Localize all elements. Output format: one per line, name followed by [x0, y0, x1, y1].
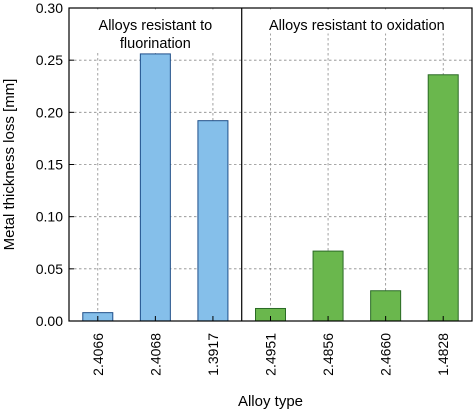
x-tick-label: 2.4660 [378, 333, 394, 376]
y-tick-label: 0.00 [36, 313, 63, 329]
group-label: fluorination [120, 36, 191, 52]
bar-1.4828 [427, 74, 459, 322]
y-tick-label: 0.15 [36, 157, 63, 173]
group-label: Alloys resistant to oxidation [269, 18, 445, 34]
bar-2.4660 [370, 290, 402, 322]
y-axis-label: Metal thickness loss [mm] [1, 79, 18, 251]
grid-lines [69, 8, 472, 321]
x-tick-label: 2.4951 [263, 333, 279, 376]
group-label-bg [70, 9, 241, 52]
x-tick-label: 1.3917 [205, 333, 221, 376]
group-annotations: Alloys resistant to fluorination Alloys re… [70, 9, 471, 52]
x-tick-label: 2.4066 [90, 333, 106, 376]
y-tick-label: 0.05 [36, 261, 63, 277]
bar-1.3917 [197, 120, 229, 322]
x-tick-label: 2.4068 [147, 333, 163, 376]
bars [82, 53, 459, 322]
group-label-bg [243, 9, 471, 34]
y-tick-label: 0.30 [36, 0, 63, 16]
y-tick-label: 0.25 [36, 52, 63, 68]
y-axis-ticks: 0.00 0.05 0.10 0.15 0.20 0.25 0.30 [36, 0, 74, 329]
x-tick-label: 1.4828 [435, 333, 451, 376]
y-tick-label: 0.20 [36, 104, 63, 120]
bar-2.4068 [139, 53, 171, 322]
x-axis-ticks: 2.4066 2.4068 1.3917 2.4951 2.4856 2.4660 1.48… [90, 316, 451, 376]
x-axis-label: Alloy type [238, 393, 303, 410]
x-tick-label: 2.4856 [320, 333, 336, 376]
y-tick-label: 0.10 [36, 209, 63, 225]
group-label: Alloys resistant to [99, 18, 213, 34]
bar-2.4856 [312, 250, 344, 322]
